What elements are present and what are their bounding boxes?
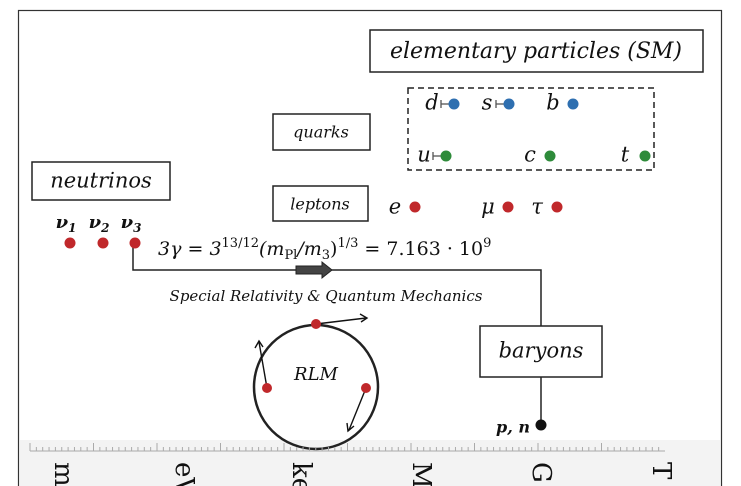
formula-part: Pl [284,248,297,263]
lepton-dot [551,201,563,213]
formula-part: = 7.163 · 10 [358,238,483,260]
formula-part: (m [259,238,284,260]
neutrinos-label: neutrinos [50,169,152,193]
rlm-dot [262,383,272,393]
quarks-label: quarks [293,123,349,142]
quark-dot [440,150,452,162]
quarks-box [272,113,371,151]
quark-symbol: c [524,143,536,167]
rlm-dot [311,319,321,329]
formula: 3γ = 313/12(mPl/m3)1/3 = 7.163 · 109 [158,236,491,263]
leptons-box [272,185,369,222]
neutrino-dot [64,237,76,249]
formula-part: /m [295,238,321,260]
rlm-arrows [254,313,369,433]
arrow-caption: Special Relativity & Quantum Mechanics [170,287,483,305]
baryons-box [479,325,603,378]
neutrino-dot [129,237,141,249]
leptons-label: leptons [290,195,349,214]
formula-part: 1/3 [337,236,358,251]
rlm-label: RLM [293,364,339,385]
quark-symbol: d [425,91,438,115]
sm-title: elementary particles (SM) [390,39,682,64]
neutrino-label: ν2 [89,212,110,235]
frame [17,9,723,486]
formula-part: 3γ = 3 [158,238,222,260]
neutrinos-box [31,161,171,201]
baryons-label: baryons [499,339,584,363]
quark-dot [448,98,460,110]
lepton-dot [409,201,421,213]
connector [132,242,542,326]
neutrino-symbol: ν [56,212,69,233]
scale-label: ke [286,462,316,486]
baryon-dot [535,419,547,431]
quark-symbol: t [621,143,630,167]
lepton-dot [502,201,514,213]
neutrino-symbol: ν [121,212,134,233]
neutrino-symbol: ν [89,212,102,233]
neutrino-dot [97,237,109,249]
quark-symbol: u [417,143,431,167]
neutrino-index: 1 [68,221,76,235]
formula-part: ) [330,238,337,260]
quark-symbol: b [546,91,559,115]
neutrino-index: 3 [133,221,141,235]
scale-band [20,440,720,486]
quark-group [407,87,655,171]
formula-part: 3 [322,248,330,263]
scale-label: eV [169,462,199,486]
scale-label: T [646,462,676,480]
neutrino-label: ν3 [121,212,142,235]
scale-label: M [406,462,436,486]
scale-label: m [48,462,78,486]
scale-label: G [526,462,556,483]
neutrino-index: 2 [100,221,109,235]
quark-dot [544,150,556,162]
rlm-dot [361,383,371,393]
lepton-symbol: τ [531,195,543,219]
formula-part: 13/12 [222,236,259,251]
scale-ruler [29,443,665,452]
sm-box [369,29,704,73]
arrow [295,260,333,280]
quark-symbol: s [482,91,493,115]
quark-dot [567,98,579,110]
quark-dot [639,150,651,162]
neutrino-label: ν1 [56,212,77,235]
quark-dot [503,98,515,110]
lepton-symbol: μ [481,195,495,219]
lepton-symbol: e [389,195,401,219]
formula-part: 9 [483,236,491,251]
baryon-particles: p, n [496,418,530,437]
